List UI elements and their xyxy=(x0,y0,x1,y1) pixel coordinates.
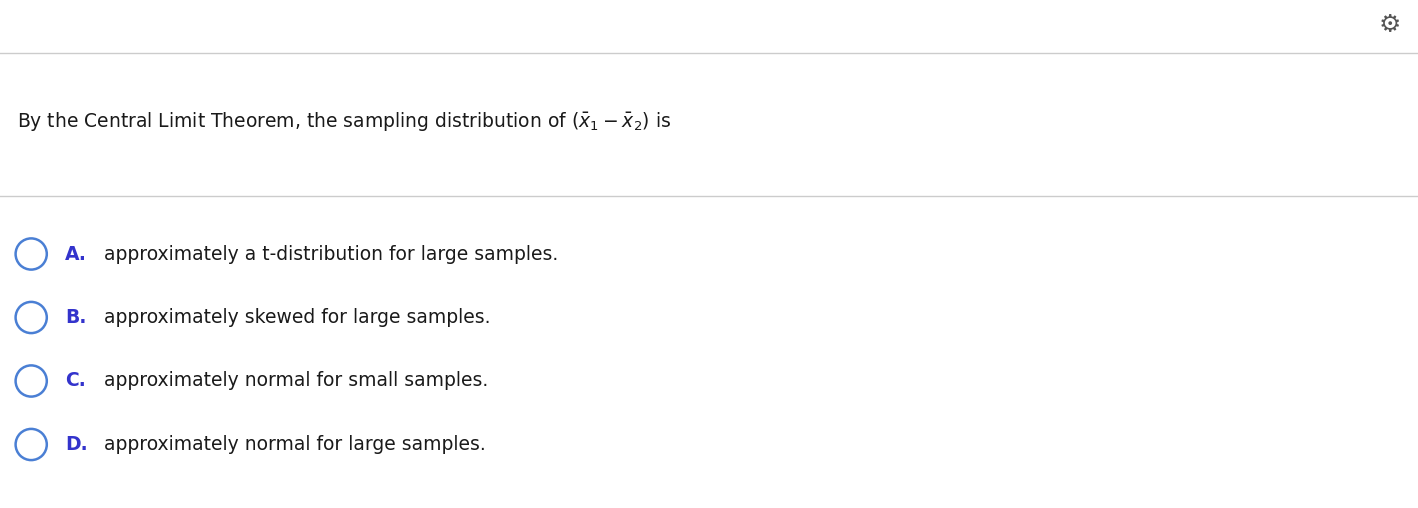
Text: approximately normal for small samples.: approximately normal for small samples. xyxy=(104,371,488,391)
Text: By the Central Limit Theorem, the sampling distribution of $(\bar{x}_1 - \bar{x}: By the Central Limit Theorem, the sampli… xyxy=(17,110,671,134)
Text: D.: D. xyxy=(65,435,88,454)
Text: approximately normal for large samples.: approximately normal for large samples. xyxy=(104,435,485,454)
Text: A.: A. xyxy=(65,244,86,264)
Text: approximately a t-distribution for large samples.: approximately a t-distribution for large… xyxy=(104,244,557,264)
Text: B.: B. xyxy=(65,308,86,327)
Text: approximately skewed for large samples.: approximately skewed for large samples. xyxy=(104,308,491,327)
Text: C.: C. xyxy=(65,371,86,391)
Text: ⚙: ⚙ xyxy=(1378,13,1401,37)
